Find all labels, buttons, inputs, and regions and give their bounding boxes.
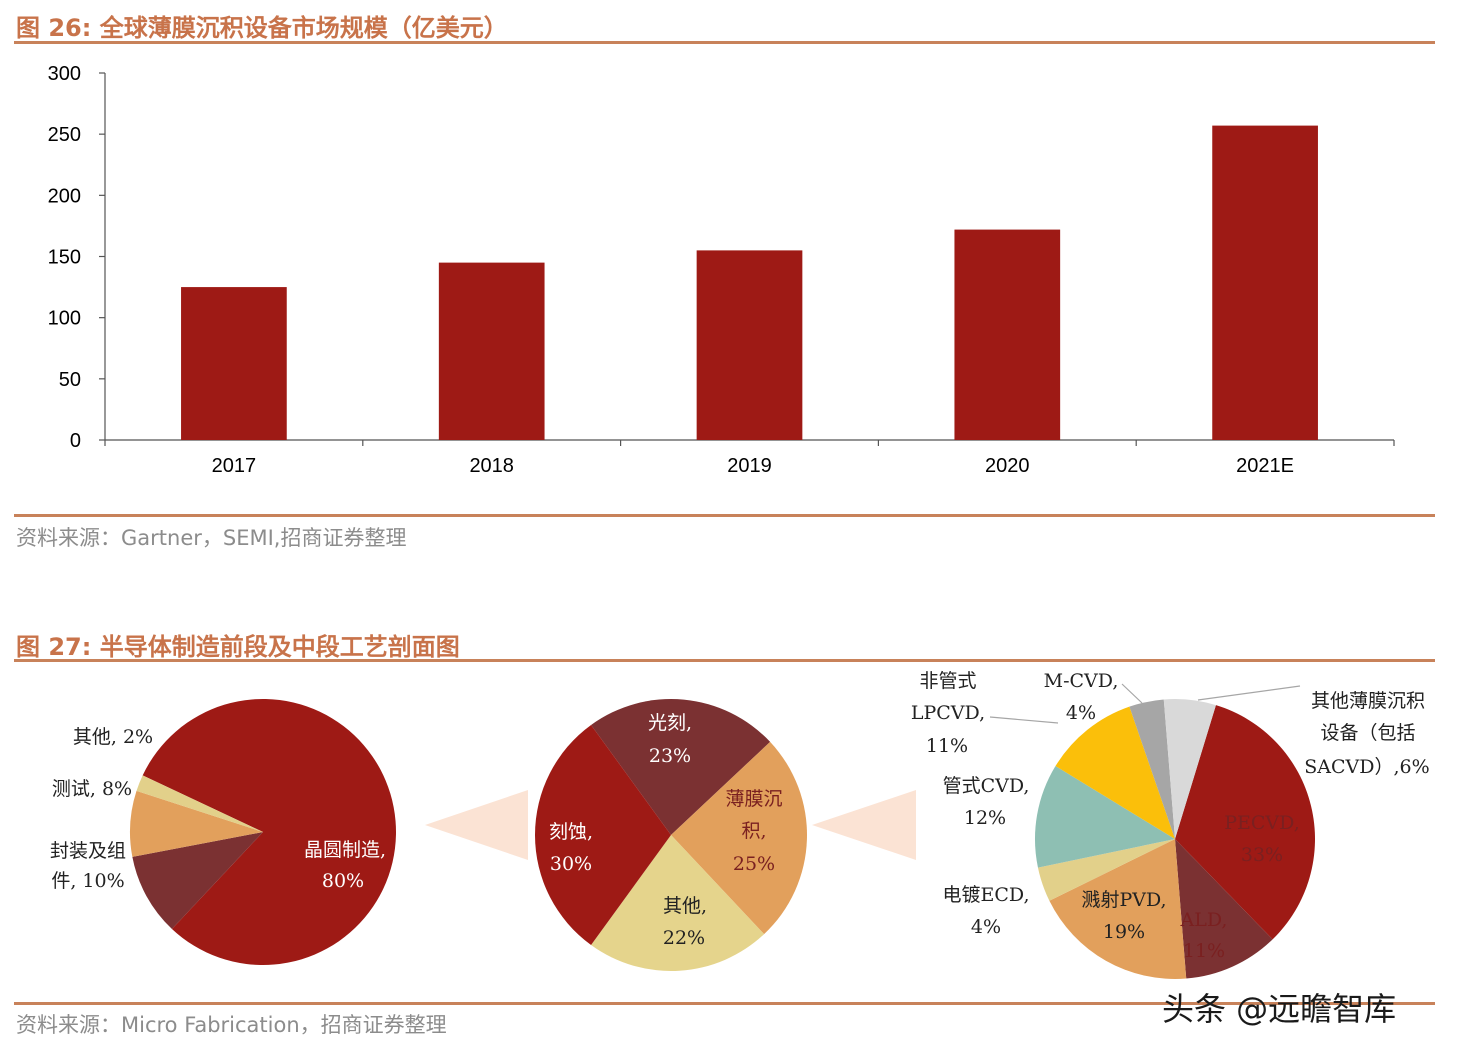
pie-slice-label: 光刻, bbox=[648, 712, 692, 734]
pie-slice-label: 件, 10% bbox=[51, 870, 124, 892]
y-tick-label: 50 bbox=[59, 369, 81, 391]
pie-slice-label: 80% bbox=[322, 870, 364, 892]
figure-27-source: 资料来源：Micro Fabrication，招商证券整理 bbox=[16, 1013, 447, 1037]
y-tick-label: 200 bbox=[48, 185, 81, 207]
pie-3-slice bbox=[1049, 839, 1187, 979]
pie-slice-label: 11% bbox=[926, 735, 968, 757]
pie-slice-label: 管式CVD, bbox=[943, 775, 1030, 797]
pie-2-slice bbox=[535, 724, 671, 946]
pie-slice-label: 22% bbox=[663, 927, 705, 949]
x-tick-label: 2019 bbox=[727, 455, 772, 477]
pie-slice-label: LPCVD, bbox=[911, 702, 985, 724]
pie-slice-label: 封装及组 bbox=[50, 840, 126, 862]
bar bbox=[438, 262, 545, 440]
bar bbox=[181, 287, 287, 440]
x-tick-label: 2018 bbox=[469, 455, 514, 477]
bar bbox=[1212, 125, 1318, 440]
arrow-connector-left bbox=[425, 790, 528, 860]
x-tick-label: 2020 bbox=[985, 455, 1030, 477]
pie-1-slice bbox=[136, 775, 263, 832]
pie-3-slice bbox=[1175, 839, 1273, 979]
pie-1-slice bbox=[130, 790, 263, 857]
pie-slice-label: PECVD, bbox=[1224, 812, 1300, 834]
leader-line bbox=[1197, 685, 1301, 701]
pie-slice-label: 刻蚀, bbox=[549, 821, 593, 843]
y-tick-label: 0 bbox=[70, 430, 81, 452]
pie-slice-label: 11% bbox=[1183, 940, 1225, 962]
pie-slice-label: 积, bbox=[741, 820, 766, 842]
pie-1-slice bbox=[142, 699, 397, 965]
pie-slice-label: 25% bbox=[733, 853, 775, 875]
source-divider bbox=[14, 1002, 1435, 1005]
figure-26-title: 图 26: 全球薄膜沉积设备市场规模（亿美元） bbox=[16, 14, 508, 42]
bar-chart: 0 50 100 150 200 250 300 2017 2018 2019 2020 2021E bbox=[48, 63, 1395, 477]
pie-slice-label: SACVD）,6% bbox=[1304, 756, 1429, 778]
arrow-connector-right bbox=[812, 790, 916, 860]
pie-1-slice bbox=[132, 832, 263, 929]
pie-slice-label: 设备（包括 bbox=[1320, 722, 1415, 744]
pie-slice-label: 4% bbox=[1066, 702, 1096, 724]
source-divider bbox=[14, 514, 1435, 517]
bar bbox=[954, 229, 1061, 440]
pie-slice-label: 12% bbox=[964, 807, 1006, 829]
x-tick-label: 2021E bbox=[1236, 455, 1294, 477]
pie-slice-label: 19% bbox=[1103, 921, 1145, 943]
figure-27-title: 图 27: 半导体制造前段及中段工艺剖面图 bbox=[16, 633, 460, 661]
pie-slice-label: M-CVD, bbox=[1044, 670, 1119, 692]
pie-2-slice bbox=[591, 699, 771, 835]
pie-slice-label: 30% bbox=[550, 853, 592, 875]
y-tick-label: 250 bbox=[48, 124, 81, 146]
pie-slice-label: 其他薄膜沉积 bbox=[1311, 690, 1425, 712]
pie-slice-label: 33% bbox=[1241, 844, 1283, 866]
figure-26-source: 资料来源：Gartner，SEMI,招商证券整理 bbox=[16, 526, 407, 550]
pie-slice-label: 溅射PVD, bbox=[1081, 889, 1166, 911]
pie-3-slice bbox=[1175, 705, 1315, 940]
pie-slice-label: 晶圆制造, bbox=[304, 839, 386, 861]
leader-line bbox=[1121, 683, 1143, 704]
pie-slice-label: 非管式 bbox=[919, 670, 976, 692]
pie-3-slice bbox=[1129, 699, 1175, 839]
pie-slice-label: 电镀ECD, bbox=[942, 884, 1029, 906]
pie-3-slice bbox=[1035, 766, 1175, 868]
y-tick-label: 150 bbox=[48, 247, 81, 269]
pie-slice-label: 23% bbox=[649, 745, 691, 767]
watermark: 头条 @远瞻智库 bbox=[1162, 990, 1397, 1028]
pie-3-slice bbox=[1163, 699, 1216, 839]
title-divider bbox=[14, 41, 1435, 44]
pie-slice-label: 其他, bbox=[663, 895, 707, 917]
pie-2-slice bbox=[671, 741, 807, 935]
pie-slice-label: ALD, bbox=[1180, 909, 1228, 931]
pie-3-slice bbox=[1055, 706, 1175, 839]
pie-slice-label: 4% bbox=[971, 916, 1001, 938]
x-tick-label: 2017 bbox=[212, 455, 257, 477]
pie-slice-label: 薄膜沉 bbox=[725, 788, 782, 810]
bar bbox=[696, 250, 803, 440]
leader-line bbox=[989, 716, 1059, 724]
pie-3-slice bbox=[1037, 839, 1175, 901]
pie-slice-label: 测试, 8% bbox=[52, 778, 132, 800]
pie-slice-label: 其他, 2% bbox=[73, 726, 153, 748]
pie-2-slice bbox=[591, 835, 765, 971]
y-tick-label: 300 bbox=[48, 63, 81, 85]
title-divider bbox=[14, 659, 1435, 662]
y-tick-label: 100 bbox=[48, 308, 81, 330]
